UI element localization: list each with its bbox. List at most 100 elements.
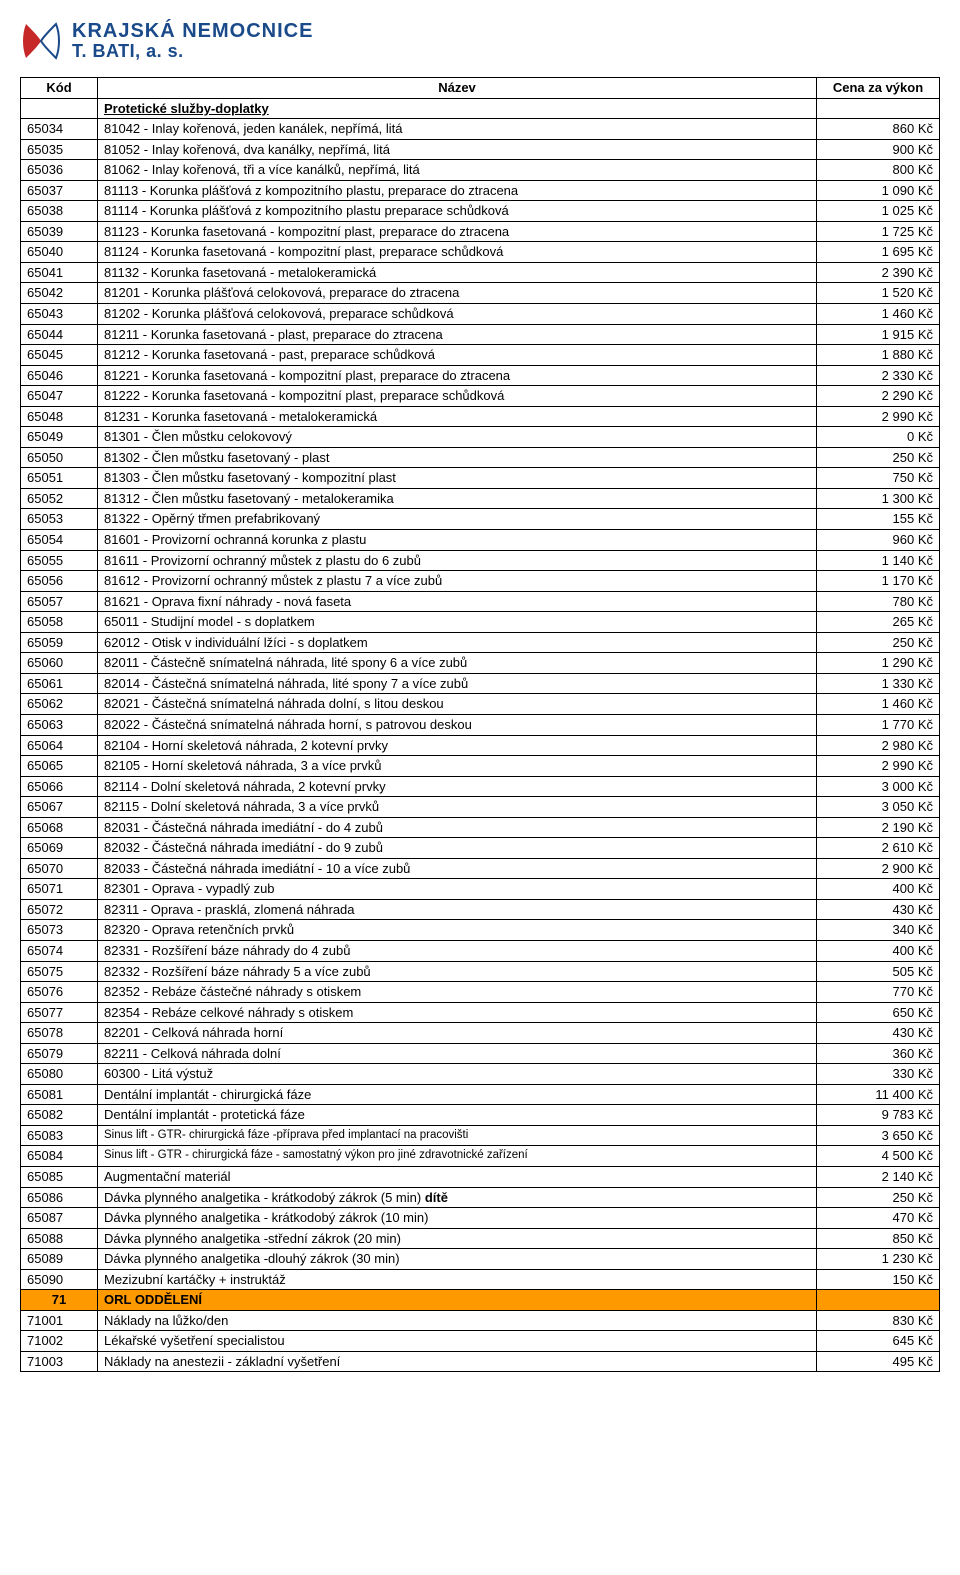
cell-name: 81202 - Korunka plášťová celokovová, pre… [98, 304, 817, 325]
cell-name: 82014 - Částečná snímatelná náhrada, lit… [98, 673, 817, 694]
section-price [817, 98, 940, 119]
cell-price: 430 Kč [817, 1023, 940, 1044]
cell-code: 65083 [21, 1125, 98, 1146]
cell-code: 65040 [21, 242, 98, 263]
cell-code: 65046 [21, 365, 98, 386]
cell-code: 65090 [21, 1269, 98, 1290]
table-row: 6507682352 - Rebáze částečné náhrady s o… [21, 982, 940, 1003]
cell-price: 1 725 Kč [817, 221, 940, 242]
cell-price: 1 695 Kč [817, 242, 940, 263]
table-row: 6505481601 - Provizorní ochranná korunka… [21, 530, 940, 551]
cell-price: 1 460 Kč [817, 304, 940, 325]
cell-price: 250 Kč [817, 1187, 940, 1208]
cell-name: 81212 - Korunka fasetovaná - past, prepa… [98, 345, 817, 366]
table-row: 6506382022 - Částečná snímatelná náhrada… [21, 714, 940, 735]
cell-code: 65037 [21, 180, 98, 201]
cell-code: 65057 [21, 591, 98, 612]
table-row: 6506782115 - Dolní skeletová náhrada, 3 … [21, 797, 940, 818]
cell-price: 830 Kč [817, 1310, 940, 1331]
cell-code: 65059 [21, 632, 98, 653]
cell-code: 65047 [21, 386, 98, 407]
cell-price: 1 460 Kč [817, 694, 940, 715]
cell-code: 65074 [21, 940, 98, 961]
table-row: 6503981123 - Korunka fasetovaná - kompoz… [21, 221, 940, 242]
cell-code: 65058 [21, 612, 98, 633]
cell-code: 65077 [21, 1002, 98, 1023]
cell-name: Sinus lift - GTR - chirurgická fáze - sa… [98, 1146, 817, 1167]
cell-price: 1 330 Kč [817, 673, 940, 694]
table-row: 6507982211 - Celková náhrada dolní360 Kč [21, 1043, 940, 1064]
cell-code: 65053 [21, 509, 98, 530]
table-row: 6503881114 - Korunka plášťová z kompozit… [21, 201, 940, 222]
cell-price: 750 Kč [817, 468, 940, 489]
cell-code: 65071 [21, 879, 98, 900]
table-row: 6505962012 - Otisk v individuální lžíci … [21, 632, 940, 653]
cell-price: 150 Kč [817, 1269, 940, 1290]
cell-price: 400 Kč [817, 879, 940, 900]
cell-price: 850 Kč [817, 1228, 940, 1249]
cell-code: 65035 [21, 139, 98, 160]
cell-name: 81123 - Korunka fasetovaná - kompozitní … [98, 221, 817, 242]
cell-code: 71001 [21, 1310, 98, 1331]
cell-name: Dentální implantát - protetická fáze [98, 1105, 817, 1126]
col-code: Kód [21, 78, 98, 99]
table-row: 65085Augmentační materiál2 140 Kč [21, 1166, 940, 1187]
cell-name: Dávka plynného analgetika -dlouhý zákrok… [98, 1249, 817, 1270]
table-row: 6506682114 - Dolní skeletová náhrada, 2 … [21, 776, 940, 797]
cell-code: 65052 [21, 488, 98, 509]
cell-name: 81211 - Korunka fasetovaná - plast, prep… [98, 324, 817, 345]
cell-price: 860 Kč [817, 119, 940, 140]
table-row: 6507882201 - Celková náhrada horní430 Kč [21, 1023, 940, 1044]
table-row: 6503481042 - Inlay kořenová, jeden kanál… [21, 119, 940, 140]
cell-price: 250 Kč [817, 447, 940, 468]
section-row: Protetické služby-doplatky [21, 98, 940, 119]
cell-code: 65056 [21, 571, 98, 592]
cell-code: 65063 [21, 714, 98, 735]
table-row: 6504881231 - Korunka fasetovaná - metalo… [21, 406, 940, 427]
bold-suffix: dítě [425, 1190, 448, 1205]
table-row: 6505581611 - Provizorní ochranný můstek … [21, 550, 940, 571]
cell-code: 65055 [21, 550, 98, 571]
table-row: 6503681062 - Inlay kořenová, tři a více … [21, 160, 940, 181]
table-header-row: Kód Název Cena za výkon [21, 78, 940, 99]
orl-code: 71 [21, 1290, 98, 1311]
cell-name: 81113 - Korunka plášťová z kompozitního … [98, 180, 817, 201]
cell-name: 82115 - Dolní skeletová náhrada, 3 a víc… [98, 797, 817, 818]
orl-name: ORL ODDĚLENÍ [98, 1290, 817, 1311]
table-row: 6506482104 - Horní skeletová náhrada, 2 … [21, 735, 940, 756]
cell-code: 65072 [21, 899, 98, 920]
col-price: Cena za výkon [817, 78, 940, 99]
cell-name: 81322 - Opěrný třmen prefabrikovaný [98, 509, 817, 530]
logo-line2: T. BATI, a. s. [72, 42, 313, 62]
cell-name: 81222 - Korunka fasetovaná - kompozitní … [98, 386, 817, 407]
cell-name: 81301 - Člen můstku celokovový [98, 427, 817, 448]
cell-code: 65050 [21, 447, 98, 468]
table-row: 6507582332 - Rozšíření báze náhrady 5 a … [21, 961, 940, 982]
table-row: 65081Dentální implantát - chirurgická fá… [21, 1084, 940, 1105]
cell-code: 65087 [21, 1208, 98, 1229]
cell-name: 82105 - Horní skeletová náhrada, 3 a víc… [98, 756, 817, 777]
cell-name: 81201 - Korunka plášťová celokovová, pre… [98, 283, 817, 304]
cell-name: Augmentační materiál [98, 1166, 817, 1187]
table-row: 6504481211 - Korunka fasetovaná - plast,… [21, 324, 940, 345]
table-row: 65084Sinus lift - GTR - chirurgická fáze… [21, 1146, 940, 1167]
section-title: Protetické služby-doplatky [98, 98, 817, 119]
table-row: 6507282311 - Oprava - prasklá, zlomená n… [21, 899, 940, 920]
cell-price: 2 190 Kč [817, 817, 940, 838]
cell-price: 400 Kč [817, 940, 940, 961]
cell-name: 81612 - Provizorní ochranný můstek z pla… [98, 571, 817, 592]
cell-price: 505 Kč [817, 961, 940, 982]
cell-price: 250 Kč [817, 632, 940, 653]
cell-code: 71002 [21, 1331, 98, 1352]
cell-price: 495 Kč [817, 1351, 940, 1372]
cell-name: 82011 - Částečně snímatelná náhrada, lit… [98, 653, 817, 674]
cell-price: 11 400 Kč [817, 1084, 940, 1105]
cell-code: 65041 [21, 262, 98, 283]
cell-name: 65011 - Studijní model - s doplatkem [98, 612, 817, 633]
cell-code: 65064 [21, 735, 98, 756]
cell-name: 82031 - Částečná náhrada imediátní - do … [98, 817, 817, 838]
cell-price: 2 330 Kč [817, 365, 940, 386]
table-row: 6505281312 - Člen můstku fasetovaný - me… [21, 488, 940, 509]
cell-code: 65084 [21, 1146, 98, 1167]
cell-name: Náklady na lůžko/den [98, 1310, 817, 1331]
